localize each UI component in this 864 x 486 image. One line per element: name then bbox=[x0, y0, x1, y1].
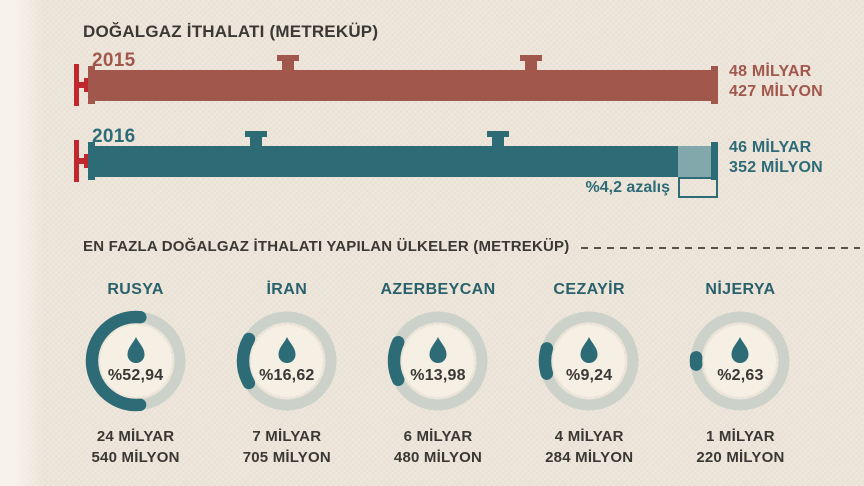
donut-svg bbox=[387, 310, 489, 412]
country-percent-label: %2,63 bbox=[717, 367, 764, 384]
bar-group-2015: 2015 48 MİLYAR 427 MİLYON bbox=[0, 50, 864, 130]
bar-year-label-2016: 2016 bbox=[92, 126, 136, 147]
country-value-line1: 7 MİLYAR bbox=[252, 428, 322, 445]
donut-value-arc bbox=[690, 310, 791, 412]
left-edge-fade bbox=[14, 0, 44, 486]
pipe-fitting-icon bbox=[487, 131, 509, 146]
left-edge-strip bbox=[0, 0, 14, 486]
country-column: RUSYA %52,94 24 MİLYAR 540 MİLYON bbox=[60, 281, 211, 468]
pipe-fitting-icon bbox=[520, 55, 542, 70]
bar-value-2015: 48 MİLYAR 427 MİLYON bbox=[729, 62, 823, 102]
country-value: 24 MİLYAR 540 MİLYON bbox=[60, 426, 211, 468]
country-value-line2: 480 MİLYON bbox=[393, 449, 483, 466]
country-percent-label: %52,94 bbox=[107, 367, 164, 384]
country-percent-label: %9,24 bbox=[566, 367, 613, 384]
country-name: İRAN bbox=[266, 281, 308, 298]
donut-svg bbox=[690, 310, 791, 412]
decrease-outline-box bbox=[678, 177, 718, 198]
donut-value-arc bbox=[85, 310, 186, 412]
bar-value-line1: 48 MİLYAR bbox=[729, 63, 812, 80]
country-name: RUSYA bbox=[107, 281, 164, 298]
country-name: NİJERYA bbox=[705, 281, 776, 298]
page-title: DOĞALGAZ İTHALATI (METREKÜP) bbox=[83, 22, 379, 41]
country-donut-chart: %13,98 bbox=[386, 309, 490, 413]
pipe-fitting-icon bbox=[277, 55, 299, 70]
country-value-line2: 540 MİLYON bbox=[91, 449, 180, 466]
donut-value-arc bbox=[387, 310, 489, 412]
country-value-line1: 6 MİLYAR bbox=[403, 428, 473, 445]
country-value: 7 MİLYAR 705 MİLYON bbox=[211, 426, 362, 468]
country-donut-chart: %16,62 bbox=[235, 309, 339, 413]
country-percent-label: %16,62 bbox=[259, 367, 315, 384]
bar-value-line2: 427 MİLYON bbox=[729, 83, 823, 100]
section-header: EN FAZLA DOĞALGAZ İTHALATI YAPILAN ÜLKEL… bbox=[83, 238, 860, 255]
country-donut-chart: %2,63 bbox=[688, 309, 792, 413]
pipe-fitting-icon bbox=[245, 131, 267, 146]
pipe-flange-start bbox=[88, 142, 95, 180]
country-value-line1: 4 MİLYAR bbox=[554, 428, 624, 445]
country-donut-chart: %52,94 bbox=[84, 309, 188, 413]
country-value: 1 MİLYAR 220 MİLYON bbox=[665, 426, 816, 468]
pipe-bar-2015 bbox=[95, 55, 711, 101]
pipe-flange-end bbox=[711, 142, 718, 180]
valve-icon bbox=[74, 140, 90, 182]
donut-svg bbox=[85, 310, 186, 412]
donut-value-arc bbox=[236, 310, 338, 412]
flame-icon bbox=[127, 337, 145, 363]
bar-value-2016: 46 MİLYAR 352 MİLYON bbox=[729, 138, 823, 178]
countries-row: RUSYA %52,94 24 MİLYAR 540 MİLYON İRAN % bbox=[60, 281, 816, 468]
decrease-label: %4,2 azalış bbox=[585, 179, 671, 196]
decrease-segment bbox=[678, 146, 711, 177]
country-value: 4 MİLYAR 284 MİLYON bbox=[514, 426, 665, 468]
donut-svg bbox=[236, 310, 338, 412]
pipe-bar-2016 bbox=[95, 131, 711, 177]
section-title: EN FAZLA DOĞALGAZ İTHALATI YAPILAN ÜLKEL… bbox=[83, 238, 570, 255]
country-value-line1: 24 MİLYAR bbox=[96, 428, 175, 445]
valve-icon bbox=[74, 64, 90, 106]
flame-icon bbox=[278, 337, 296, 363]
country-name: AZERBEYCAN bbox=[380, 281, 496, 298]
country-value-line2: 284 MİLYON bbox=[545, 449, 634, 466]
flame-icon bbox=[429, 337, 447, 363]
bar-value-line1: 46 MİLYAR bbox=[729, 139, 812, 156]
pipe-flange-end bbox=[711, 66, 718, 104]
country-column: NİJERYA %2,63 1 MİLYAR 220 MİLYON bbox=[665, 281, 816, 468]
bar-year-label-2015: 2015 bbox=[92, 50, 136, 71]
country-value: 6 MİLYAR 480 MİLYON bbox=[362, 426, 513, 468]
country-name: CEZAYİR bbox=[553, 281, 625, 298]
country-value-line2: 705 MİLYON bbox=[242, 449, 331, 466]
country-value-line2: 220 MİLYON bbox=[696, 449, 785, 466]
donut-svg bbox=[538, 310, 640, 412]
dashed-divider bbox=[581, 246, 860, 249]
country-column: CEZAYİR %9,24 4 MİLYAR 284 MİLYON bbox=[514, 281, 665, 468]
country-percent-label: %13,98 bbox=[410, 367, 466, 384]
flame-icon bbox=[580, 337, 598, 363]
country-value-line1: 1 MİLYAR bbox=[705, 428, 775, 445]
country-donut-chart: %9,24 bbox=[537, 309, 641, 413]
bar-group-2016: 2016 46 MİLYAR 352 MİLYON %4,2 azalış bbox=[0, 126, 864, 206]
country-column: AZERBEYCAN %13,98 6 MİLYAR 480 MİLYON bbox=[362, 281, 513, 468]
donut-value-arc bbox=[538, 310, 640, 412]
bar-value-line2: 352 MİLYON bbox=[729, 159, 823, 176]
flame-icon bbox=[731, 337, 749, 363]
country-column: İRAN %16,62 7 MİLYAR 705 MİLYON bbox=[211, 281, 362, 468]
pipe-flange-start bbox=[88, 66, 95, 104]
